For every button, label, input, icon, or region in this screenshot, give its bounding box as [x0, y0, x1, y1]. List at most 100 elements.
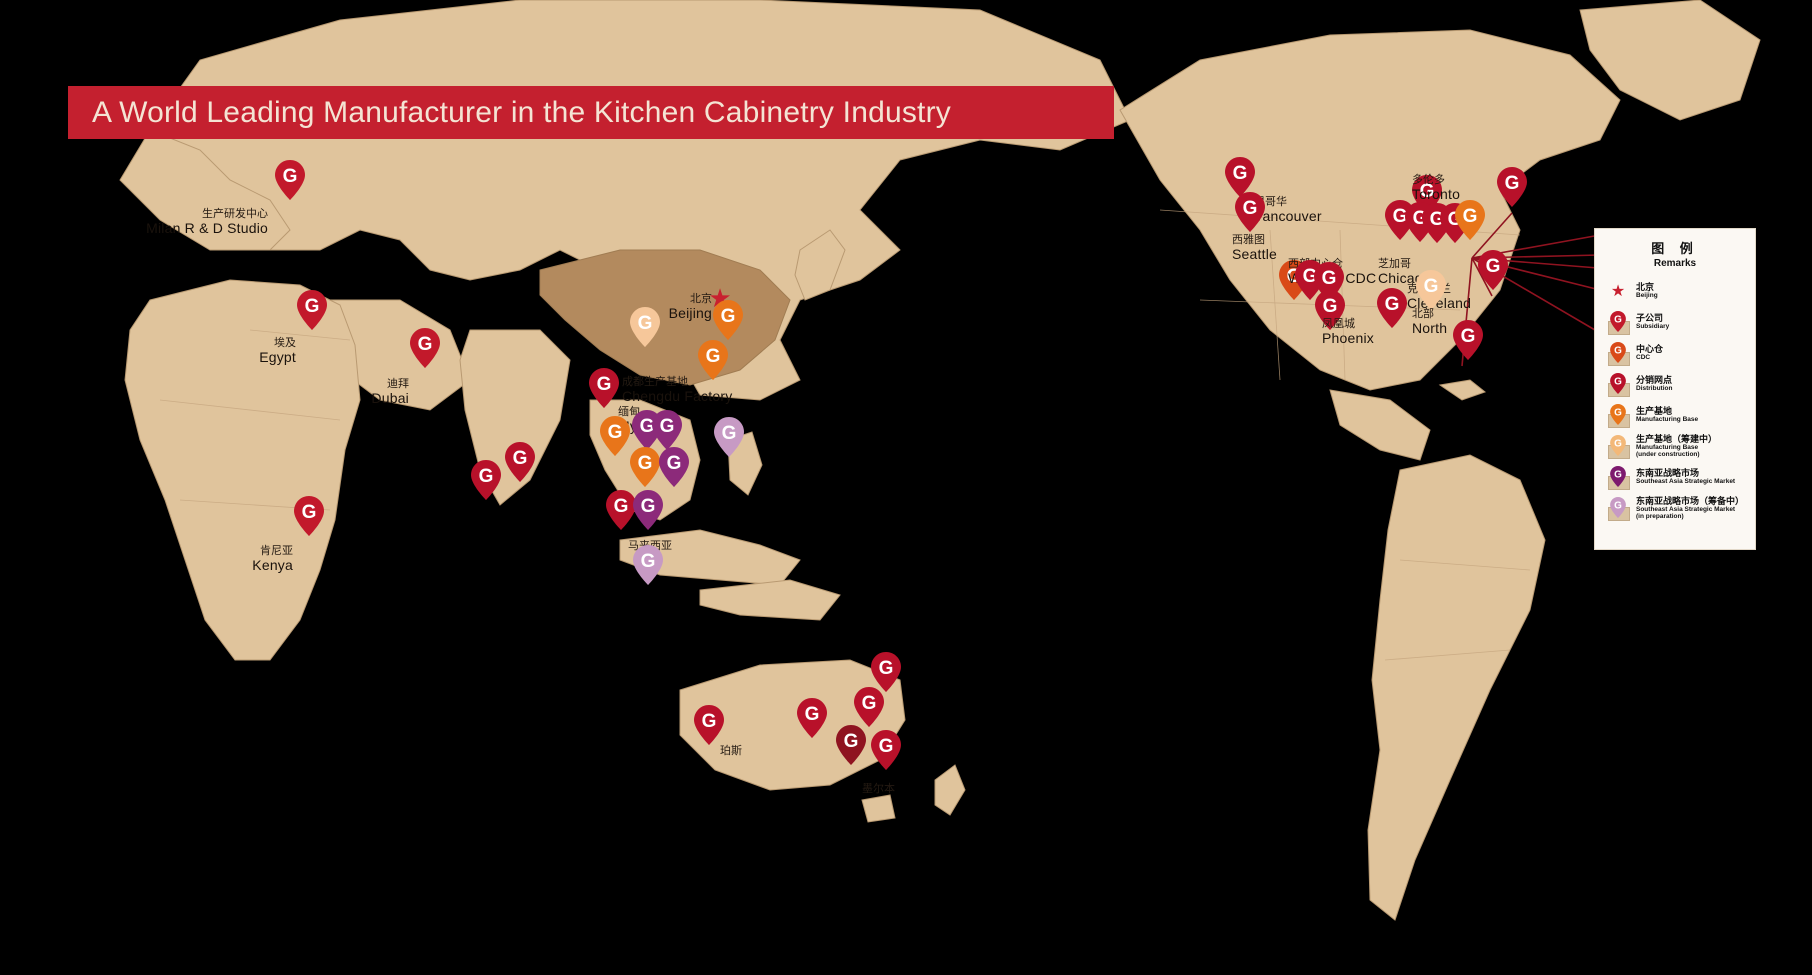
melbourne-marker[interactable]: G	[836, 725, 866, 765]
svg-text:G: G	[614, 496, 629, 517]
philippines-marker[interactable]: G	[714, 417, 744, 457]
legend-item-en2: (in preparation)	[1636, 513, 1684, 520]
india-west-marker[interactable]: G	[471, 460, 501, 500]
legend-item-text: 中心仓 CDC	[1631, 345, 1663, 362]
pin-icon: G	[1377, 288, 1407, 328]
thailand-mfg-marker[interactable]: G	[600, 416, 630, 456]
svg-text:G: G	[1614, 345, 1622, 356]
svg-text:G: G	[702, 711, 717, 732]
label-cn: 西雅图	[1232, 233, 1265, 246]
svg-text:G: G	[667, 453, 682, 474]
pin-icon: G	[1605, 372, 1631, 397]
seattle-label: 西雅图 Seattle	[1232, 233, 1277, 261]
dubai-marker[interactable]: G	[410, 328, 440, 368]
pin-icon: G	[600, 416, 630, 456]
label-en: Milan R & D Studio	[146, 219, 268, 236]
canberra-marker[interactable]: G	[854, 687, 884, 727]
svg-text:G: G	[1323, 296, 1338, 317]
indonesia-marker[interactable]: G	[633, 545, 663, 585]
guangdong-a-marker[interactable]: G	[713, 300, 743, 340]
svg-text:G: G	[1385, 294, 1400, 315]
sydney-marker[interactable]: G	[871, 652, 901, 692]
svg-text:G: G	[805, 704, 820, 725]
legend-title-cn: 图 例	[1651, 241, 1699, 256]
label-cn: 埃及	[274, 336, 296, 349]
atlanta-marker[interactable]: G	[1377, 288, 1407, 328]
legend-item-cn: 北京	[1636, 282, 1655, 293]
boston-marker[interactable]: G	[1497, 167, 1527, 207]
label-en: North	[1412, 319, 1448, 336]
egypt-marker[interactable]: G	[297, 290, 327, 330]
india-south-marker[interactable]: G	[505, 442, 535, 482]
pin-icon: G	[871, 652, 901, 692]
toronto-label: 多伦多 Toronto	[1412, 174, 1460, 201]
svg-text:G: G	[722, 423, 737, 444]
kenya-label: 肯尼亚 Kenya	[252, 545, 293, 572]
legend-item-cn: 中心仓	[1636, 344, 1664, 355]
legend-title-en: Remarks	[1653, 258, 1697, 269]
pin-icon: G	[505, 442, 535, 482]
legend-title: 图 例 Remarks	[1595, 229, 1755, 269]
singapore-marker[interactable]: G	[633, 490, 663, 530]
cambodia-marker[interactable]: G	[659, 447, 689, 487]
florida-marker[interactable]: G	[1453, 320, 1483, 360]
vietnam-n-marker[interactable]: G	[652, 410, 682, 450]
virginia-marker[interactable]: G	[1478, 250, 1508, 290]
svg-text:G: G	[1420, 181, 1435, 202]
svg-text:G: G	[862, 693, 877, 714]
svg-text:G: G	[1424, 276, 1439, 297]
pin-icon: G	[836, 725, 866, 765]
myanmar-marker[interactable]: G	[589, 368, 619, 408]
label-en: Phoenix	[1322, 329, 1374, 346]
legend-item-cn: 东南亚战略市场	[1636, 468, 1700, 479]
perth-marker[interactable]: G	[694, 705, 724, 745]
malaysia-marker[interactable]: G	[606, 490, 636, 530]
seattle-marker[interactable]: G	[1235, 192, 1265, 232]
chengdu-label: 成都生产基地 Chengdu Factory	[622, 376, 732, 403]
chengdu-marker[interactable]: G	[630, 307, 660, 347]
svg-text:G: G	[479, 466, 494, 487]
label-cn: 生产研发中心	[202, 207, 268, 220]
vancouver-marker[interactable]: G	[1225, 157, 1255, 197]
pin-icon: G	[1605, 465, 1631, 490]
pin-icon: G	[713, 300, 743, 340]
kenya-marker[interactable]: G	[294, 496, 324, 536]
label-cn: 北部	[1412, 307, 1434, 320]
svg-text:G: G	[1322, 268, 1337, 289]
svg-text:G: G	[597, 374, 612, 395]
svg-text:G: G	[640, 416, 655, 437]
guangdong-b-marker[interactable]: G	[698, 340, 728, 380]
svg-text:G: G	[513, 448, 528, 469]
svg-text:G: G	[641, 496, 656, 517]
milan-label: 生产研发中心 Milan R & D Studio	[146, 207, 268, 236]
pin-icon: G	[1235, 192, 1265, 232]
pin-icon: G	[1605, 403, 1631, 428]
legend-item-cn: 子公司	[1636, 313, 1664, 324]
pin-icon: G	[797, 698, 827, 738]
legend-item-cn: 生产基地（筹建中）	[1636, 433, 1718, 444]
beijing-label: 北京 Beijing	[669, 293, 712, 320]
label-en: Egypt	[259, 348, 296, 365]
pin-icon: G	[297, 290, 327, 330]
tasmania-marker[interactable]: G	[871, 730, 901, 770]
legend-item-cn: 分销网点	[1636, 375, 1673, 386]
legend-item-en: CDC	[1636, 354, 1651, 362]
north-cdc-marker[interactable]: G	[1416, 270, 1446, 310]
legend-item-en: Southeast Asia Strategic Market	[1636, 478, 1736, 486]
cleveland-c-marker[interactable]: G	[1455, 200, 1485, 240]
label-cn: 缅甸	[618, 405, 640, 418]
pin-icon: G	[1497, 167, 1527, 207]
svg-text:G: G	[608, 422, 623, 443]
phoenix-marker[interactable]: G	[1315, 290, 1345, 330]
pin-icon: G	[1605, 434, 1631, 459]
vietnam-mfg-marker[interactable]: G	[630, 447, 660, 487]
adelaide-marker[interactable]: G	[797, 698, 827, 738]
milan-marker[interactable]: G	[275, 160, 305, 200]
svg-text:G: G	[660, 416, 675, 437]
title-banner: A World Leading Manufacturer in the Kitc…	[68, 86, 1114, 139]
legend-item-text: 北京 Beijing	[1631, 283, 1658, 300]
svg-text:G: G	[418, 334, 433, 355]
legend-item-2: G 中心仓 CDC	[1595, 338, 1755, 369]
